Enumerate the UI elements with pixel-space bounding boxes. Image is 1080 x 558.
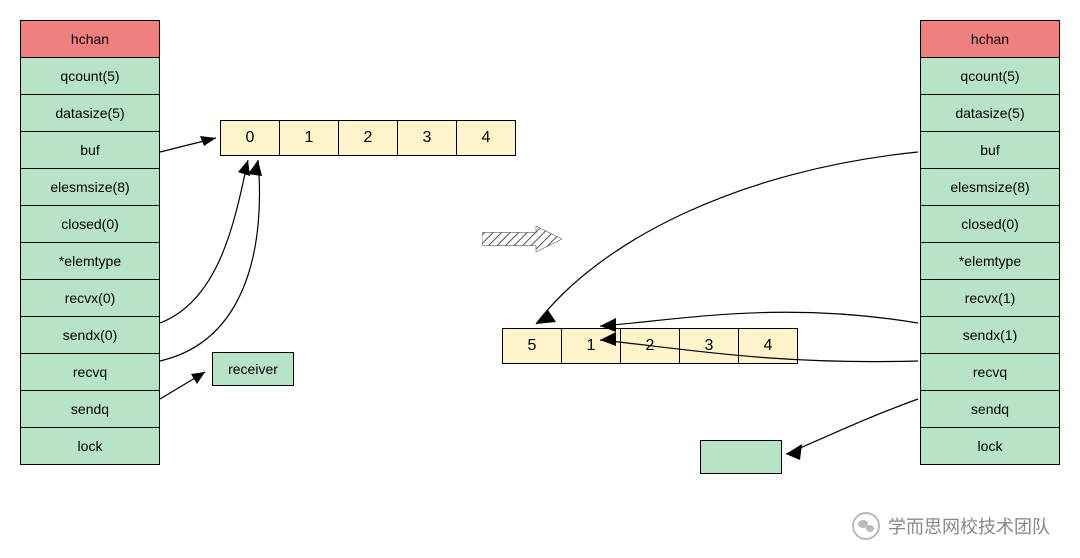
struct-field: sendx(1) [920,316,1060,354]
struct-field: sendx(0) [20,316,160,354]
watermark: 学而思网校技术团队 [852,512,1050,540]
struct-field: elesmsize(8) [920,168,1060,206]
left-buffer-array: 01234 [220,120,516,156]
buffer-cell: 3 [397,120,457,156]
left-recvq-to-receiver [160,372,205,399]
struct-field: datasize(5) [20,94,160,132]
left-recvx-to-cell0 [160,160,248,323]
right-recvq-to-empty [786,399,918,454]
buffer-cell: 1 [561,328,621,364]
right-hchan-struct: hchanqcount(5)datasize(5)bufelesmsize(8)… [920,20,1060,465]
struct-field: elesmsize(8) [20,168,160,206]
right-buf-to-array [536,152,918,324]
buffer-cell: 4 [738,328,798,364]
right-buf-to-array-head [536,310,556,324]
struct-field: *elemtype [20,242,160,280]
struct-field: buf [20,131,160,169]
buffer-cell: 4 [456,120,516,156]
right-recvq-to-empty-head [786,444,802,460]
struct-header: hchan [20,20,160,58]
left-sendx-to-cell0 [160,160,260,361]
buffer-cell: 0 [220,120,280,156]
arrows-overlay [0,0,1080,558]
buffer-cell: 5 [502,328,562,364]
struct-field: sendq [920,390,1060,428]
transition-arrow-icon [482,226,562,252]
left-recvq-to-receiver-head [191,372,205,384]
buffer-cell: 2 [338,120,398,156]
struct-field: recvx(0) [20,279,160,317]
buffer-cell: 1 [279,120,339,156]
left-sendx-to-cell0-head [248,160,262,176]
wechat-icon [852,512,880,540]
right-recvx-to-cell1 [600,312,918,326]
struct-field: *elemtype [920,242,1060,280]
struct-field: qcount(5) [20,57,160,95]
right-buffer-array: 51234 [502,328,798,364]
empty-receiver-box [700,440,782,474]
struct-field: closed(0) [920,205,1060,243]
struct-field: sendq [20,390,160,428]
struct-field: recvq [20,353,160,391]
left-buf-to-array [160,138,216,152]
left-recvx-to-cell0-head [238,160,250,176]
left-hchan-struct: hchanqcount(5)datasize(5)bufelesmsize(8)… [20,20,160,465]
struct-field: recvq [920,353,1060,391]
left-buf-to-array-head [200,136,216,146]
receiver-label: receiver [228,361,278,377]
receiver-box: receiver [212,352,294,386]
buffer-cell: 2 [620,328,680,364]
struct-field: datasize(5) [920,94,1060,132]
struct-field: buf [920,131,1060,169]
struct-field: qcount(5) [920,57,1060,95]
struct-field: closed(0) [20,205,160,243]
struct-field: lock [20,427,160,465]
struct-field: lock [920,427,1060,465]
watermark-text: 学而思网校技术团队 [888,513,1050,539]
struct-header: hchan [920,20,1060,58]
struct-field: recvx(1) [920,279,1060,317]
buffer-cell: 3 [679,328,739,364]
diagram-canvas: hchanqcount(5)datasize(5)bufelesmsize(8)… [0,0,1080,558]
